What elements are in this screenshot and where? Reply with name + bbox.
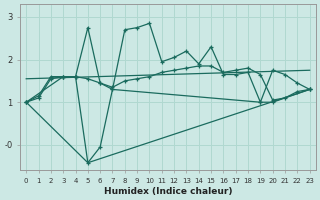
X-axis label: Humidex (Indice chaleur): Humidex (Indice chaleur) — [104, 187, 232, 196]
